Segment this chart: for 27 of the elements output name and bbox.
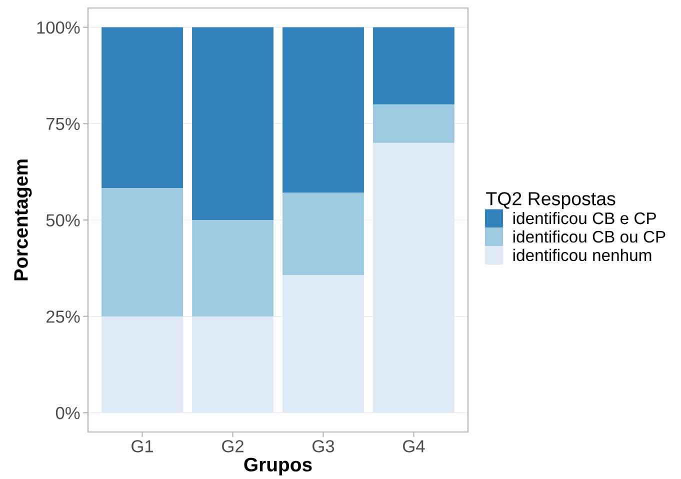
x-tick-label: G1: [132, 440, 154, 452]
bar: [373, 104, 454, 143]
bar: [282, 27, 364, 193]
y-tick-label: 100%: [37, 21, 80, 34]
bar: [192, 316, 274, 413]
bar: [102, 188, 183, 316]
x-tick-label: G4: [403, 440, 425, 452]
legend-label: identificou CB ou CP: [513, 230, 666, 243]
x-tick-label: G2: [222, 440, 244, 452]
y-axis-title: Porcentagem: [14, 160, 32, 280]
y-tick-label: 50%: [46, 214, 80, 226]
bar: [102, 316, 183, 413]
legend-label: identificou nenhum: [513, 248, 652, 262]
y-tick-label: 25%: [46, 310, 80, 323]
bar: [192, 220, 274, 316]
x-tick-label: G3: [312, 440, 334, 452]
bar: [282, 275, 364, 413]
bar: [282, 192, 364, 276]
y-tick-label: 75%: [46, 118, 80, 130]
x-axis-title: Grupos: [244, 458, 312, 476]
bar: [102, 27, 183, 188]
bar: [192, 27, 274, 220]
bar: [373, 142, 454, 413]
bar: [373, 27, 454, 104]
legend-title: TQ2 Respostas: [486, 192, 616, 210]
legend-label: identificou CB e CP: [513, 212, 656, 224]
y-tick-label: 0%: [56, 406, 80, 420]
